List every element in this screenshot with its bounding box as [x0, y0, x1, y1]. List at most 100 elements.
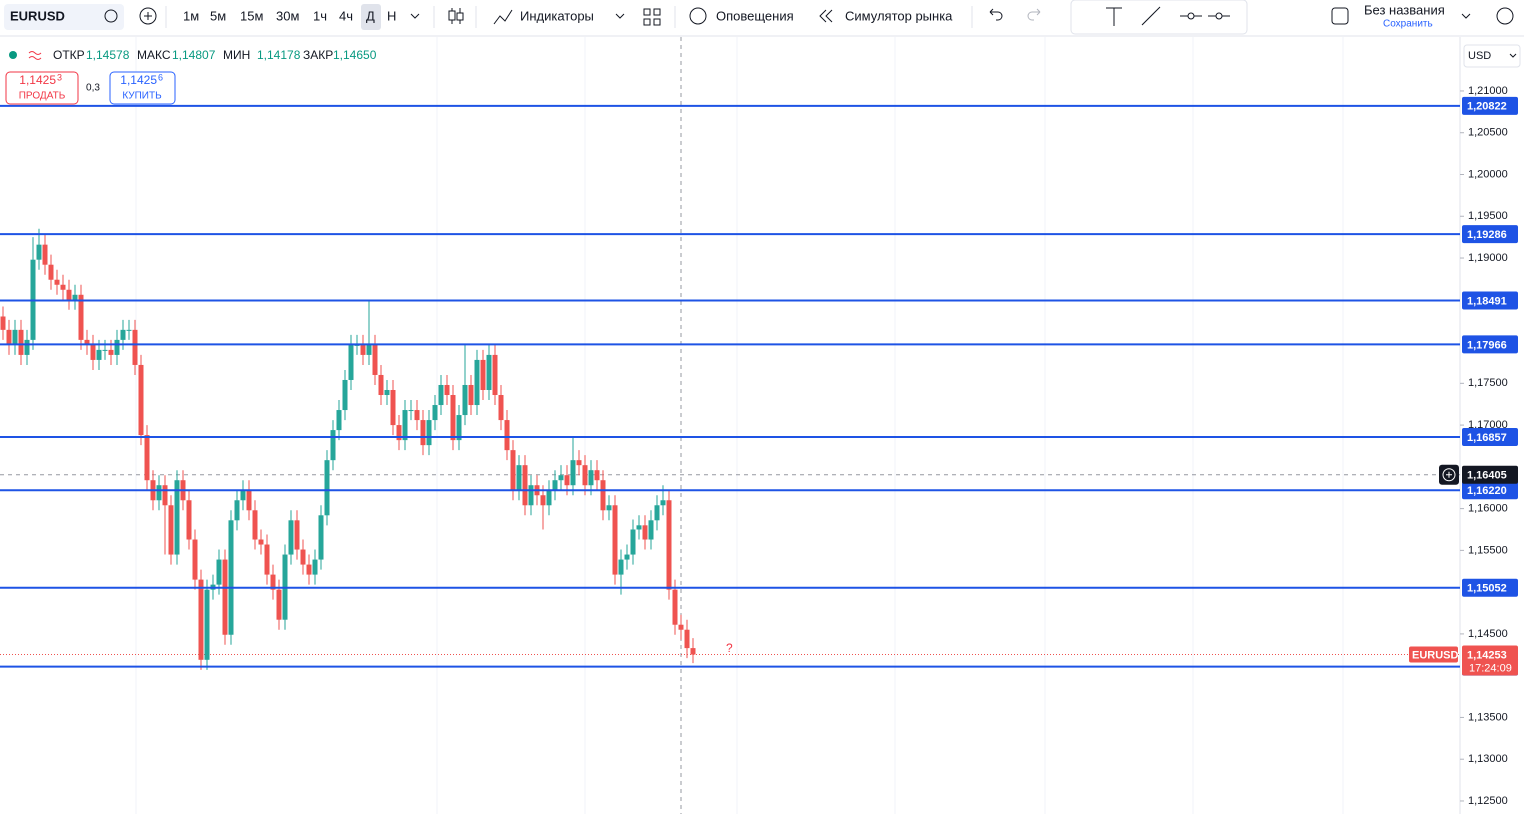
candle-body	[48, 264, 54, 280]
replay-icon[interactable]	[819, 9, 833, 23]
candle-body	[12, 329, 18, 345]
candle-body	[474, 359, 480, 406]
candle-body	[168, 505, 174, 555]
interval[interactable]: Д	[366, 8, 375, 23]
buy-pip[interactable]: 6	[158, 72, 163, 82]
candle-body	[138, 364, 144, 436]
candle-body	[114, 339, 120, 355]
templates[interactable]	[643, 8, 661, 26]
last-price-box	[1462, 645, 1518, 676]
trend-tool[interactable]	[1141, 6, 1161, 26]
interval[interactable]: 4ч	[339, 8, 353, 23]
candle-body	[606, 505, 612, 511]
candle-body	[384, 389, 390, 396]
level-label-box	[1462, 428, 1518, 447]
currency-box[interactable]	[1463, 44, 1521, 68]
y-tick-label: 1,17500	[1468, 377, 1508, 389]
candle-body	[204, 589, 210, 660]
candle-body	[522, 465, 528, 506]
candle-body	[516, 465, 522, 491]
candle-body	[234, 500, 240, 521]
candle-body	[684, 629, 690, 649]
symbol[interactable]: EURUSD	[10, 8, 65, 23]
dropdown[interactable]	[615, 13, 625, 19]
line-tool[interactable]	[1215, 12, 1223, 20]
line-tool[interactable]	[1187, 12, 1195, 20]
dropdown[interactable]	[1509, 53, 1517, 58]
alerts[interactable]: Оповещения	[716, 8, 794, 23]
candle-body	[582, 465, 588, 486]
currency[interactable]: USD	[1468, 50, 1491, 62]
indicators-icon[interactable]	[493, 9, 513, 25]
y-tick-label: 1,16000	[1468, 503, 1508, 515]
candle-body	[558, 475, 564, 481]
candle-body	[126, 329, 132, 331]
candle-body	[144, 435, 150, 481]
legend-label: МИН	[223, 48, 250, 62]
interval[interactable]: Н	[387, 8, 396, 23]
indicators[interactable]: Индикаторы	[520, 8, 594, 23]
y-tick-label: 1,19500	[1468, 210, 1508, 222]
candle-body	[618, 559, 624, 575]
interval[interactable]: 1ч	[313, 8, 327, 23]
candle-body	[570, 460, 576, 486]
candle-body	[378, 374, 384, 396]
sell-button[interactable]	[5, 71, 79, 105]
candle-body	[330, 430, 336, 461]
symbol-tag: EURUSD	[1412, 649, 1459, 661]
candle-body	[414, 410, 420, 421]
legend-label: ОТКР	[53, 48, 85, 62]
status-dot	[9, 51, 17, 59]
alerts-icon[interactable]	[689, 7, 707, 25]
candle-body	[594, 470, 600, 481]
symbol-icon[interactable]	[104, 9, 118, 23]
candle-body	[600, 480, 606, 511]
candle-body	[60, 284, 66, 290]
dropdown[interactable]	[1461, 13, 1471, 19]
add-icon	[144, 12, 152, 20]
interval[interactable]: 15м	[240, 8, 263, 23]
candle-body	[78, 294, 84, 340]
countdown: 17:24:09	[1469, 662, 1512, 674]
add-symbol[interactable]	[139, 7, 157, 25]
chart-type[interactable]	[456, 12, 464, 21]
candle-body	[576, 460, 582, 466]
candle-body	[564, 475, 570, 486]
candle-body	[228, 520, 234, 635]
buy-button[interactable]	[109, 71, 176, 105]
candle-body	[588, 470, 594, 486]
buy-label[interactable]: КУПИТЬ	[122, 91, 162, 102]
candle-body	[294, 520, 300, 550]
layout-name[interactable]: Без названия	[1364, 2, 1445, 17]
text-tool[interactable]	[1106, 7, 1122, 26]
sell-label[interactable]: ПРОДАТЬ	[19, 91, 66, 102]
candle-body	[270, 574, 276, 590]
interval[interactable]: 1м	[183, 8, 199, 23]
undo[interactable]	[989, 8, 1003, 21]
chart-type[interactable]	[448, 10, 456, 21]
legend-label: МАКС	[137, 48, 171, 62]
candle-body	[612, 505, 618, 575]
sell-pip[interactable]: 3	[57, 72, 62, 82]
candle-body	[90, 344, 96, 360]
interval[interactable]: 5м	[210, 8, 226, 23]
candle-body	[462, 384, 468, 416]
redo[interactable]	[1027, 8, 1041, 21]
y-tick-label: 1,13000	[1468, 753, 1508, 765]
replay[interactable]: Симулятор рынка	[845, 8, 953, 23]
sell-price[interactable]: 1,1425	[19, 73, 56, 87]
candle-body	[186, 500, 192, 540]
level-label: 1,16220	[1467, 485, 1507, 497]
candle-body	[240, 490, 246, 501]
quick-search[interactable]	[1496, 7, 1514, 25]
symbol-box[interactable]	[4, 4, 124, 30]
candle-body	[96, 349, 102, 360]
candle-body	[426, 420, 432, 446]
interval[interactable]: 30м	[276, 8, 299, 23]
dropdown[interactable]	[410, 13, 420, 19]
save[interactable]: Сохранить	[1383, 19, 1433, 30]
layout-icon[interactable]	[1331, 7, 1349, 25]
candle-body	[372, 344, 378, 375]
buy-price[interactable]: 1,1425	[120, 73, 157, 87]
